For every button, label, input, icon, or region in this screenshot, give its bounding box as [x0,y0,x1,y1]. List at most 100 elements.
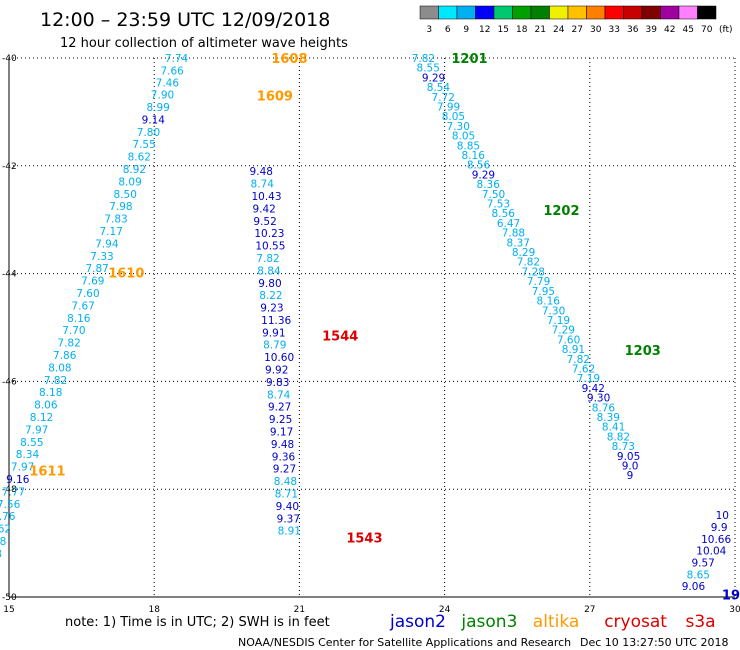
data-point: 7.60 [557,334,580,346]
colorbar-label: 12 [479,25,490,35]
colorbar-label: 18 [516,25,528,35]
colorbar-label: 9 [463,25,469,35]
data-point: 7.19 [577,373,600,385]
data-point: 6.68 [0,536,6,548]
data-point: 10.55 [255,241,285,253]
data-point: 10.43 [251,191,281,203]
data-point: 9.42 [252,203,275,215]
data-point: 10.60 [264,352,294,364]
footer-timestamp: Dec 10 13:27:50 UTC 2018 [580,636,728,649]
pass-number-label: 1543 [346,532,382,547]
data-point: 7.67 [71,300,94,312]
data-point: 8.82 [607,431,630,443]
data-point: 7.82 [256,253,279,265]
data-point: 7.30 [542,305,565,317]
data-point: 6.62 [0,524,11,536]
colorbar-label: 3 [426,25,432,35]
data-point: 8.09 [118,176,141,188]
data-point: 7.80 [137,127,160,139]
data-point: 6.88 [0,548,2,560]
data-point: 8.39 [597,412,620,424]
data-point: 9.36 [272,451,296,463]
colorbar-label: 6 [445,25,451,35]
colorbar-swatch [456,5,476,20]
data-point: 8.91 [278,526,301,538]
data-point: 6.47 [497,218,520,230]
colorbar-swatch [697,5,717,20]
data-point: 8.56 [467,160,491,172]
data-point: 7.19 [547,315,570,327]
colorbar-swatch [623,5,643,20]
data-point: 8.54 [427,82,451,94]
colorbar-swatch [438,5,458,20]
satellite-legend: jason2 jason3 altika cryosat s3a [389,612,716,632]
data-point: 9.83 [266,377,289,389]
data-point: 8.16 [67,313,91,325]
x-tick-label: 24 [439,605,451,615]
data-point: 7.62 [572,363,595,375]
axis-ticks: 15 18 21 24 27 30 -40 -42 -44 -46 -48 -50 [2,54,740,615]
pass-number-label: 1609 [257,90,293,105]
colorbar-swatch [530,5,550,20]
data-point: 7.53 [487,199,510,211]
data-point: 7.55 [132,139,155,151]
legend-entry-jason2: jason2 [389,612,446,632]
colorbar-swatch [641,5,661,20]
data-point: 9.42 [582,383,605,395]
legend-entry-s3a: s3a [686,612,716,632]
data-point: 7.56 [0,499,21,511]
pass-number-label: 1544 [322,330,358,345]
data-point: 9.52 [253,216,276,228]
colorbar-label: 45 [683,25,694,35]
legend-entry-cryosat: cryosat [604,612,667,632]
data-point: 8.22 [259,290,282,302]
plot-frame [8,58,735,598]
data-point: 10.66 [701,534,731,546]
colorbar-label: 15 [498,25,509,35]
data-point: 7.17 [100,226,123,238]
data-point: 9.27 [273,464,296,476]
y-tick-label: -50 [2,593,17,603]
data-point: 7.29 [552,325,575,337]
data-point: 9.57 [691,558,714,570]
data-point: 7.83 [104,214,127,226]
data-point: 8.18 [39,387,62,399]
data-point: 7.82 [517,257,540,269]
data-point: 11.36 [261,315,291,327]
y-tick-label: -44 [2,270,17,280]
data-point: 9.37 [277,513,300,525]
colorbar-label: 33 [609,25,620,35]
data-point: 9.91 [262,327,285,339]
data-point: 7.99 [437,102,460,114]
data-point: 7.30 [447,121,470,133]
data-point: 8.05 [452,131,475,143]
data-point: 7.88 [502,228,525,240]
colorbar-label: 24 [553,25,565,35]
data-point: 8.29 [512,247,535,259]
data-point: 10.04 [696,546,726,558]
data-point: 8.73 [612,441,635,453]
data-point: 8.84 [257,265,281,277]
data-point: 7.50 [482,189,505,201]
pass-number-label: 1608 [271,52,307,67]
data-point: 7.95 [532,286,555,298]
data-point: 10.23 [254,228,284,240]
colorbar-swatch [567,5,587,20]
data-point: 8.56 [492,208,516,220]
data-point: 8.65 [687,569,710,581]
data-point: 9.27 [268,402,291,414]
data-point: 7.33 [90,251,113,263]
legend-entry-jason3: jason3 [460,612,517,632]
colorbar-swatch [419,5,439,20]
data-points: 7.747.667.467.908.999.147.807.558.628.92… [0,53,731,593]
data-point: 9.0 [622,460,639,472]
colorbar-swatch [586,5,606,20]
pass-number-label: 1202 [543,204,579,219]
data-point: 9 [627,470,634,482]
data-point: 7.72 [432,92,455,104]
footer-note: note: 1) Time is in UTC; 2) SWH is in fe… [65,615,330,630]
grid-lines [8,57,736,598]
y-tick-label: -48 [2,485,17,495]
data-point: 8.36 [477,179,501,191]
data-point: 8.48 [274,476,297,488]
